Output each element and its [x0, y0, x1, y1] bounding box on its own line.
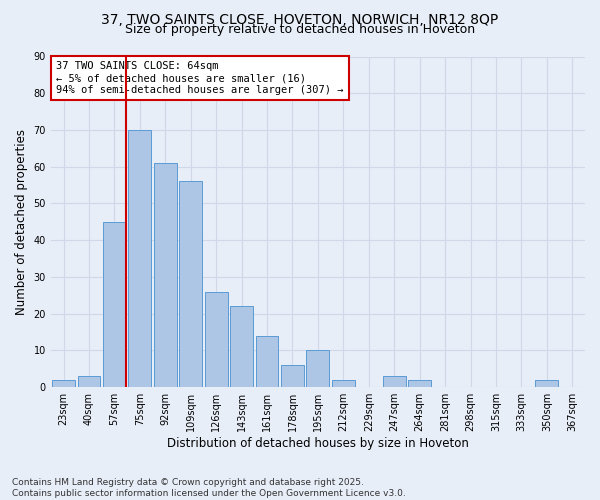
Text: Contains HM Land Registry data © Crown copyright and database right 2025.
Contai: Contains HM Land Registry data © Crown c…: [12, 478, 406, 498]
Bar: [154, 163, 177, 387]
Bar: [103, 222, 126, 387]
Bar: [535, 380, 558, 387]
Bar: [307, 350, 329, 387]
Bar: [408, 380, 431, 387]
Bar: [281, 365, 304, 387]
Y-axis label: Number of detached properties: Number of detached properties: [15, 129, 28, 315]
Bar: [230, 306, 253, 387]
Bar: [383, 376, 406, 387]
Bar: [256, 336, 278, 387]
Bar: [179, 182, 202, 387]
Text: 37, TWO SAINTS CLOSE, HOVETON, NORWICH, NR12 8QP: 37, TWO SAINTS CLOSE, HOVETON, NORWICH, …: [101, 12, 499, 26]
Bar: [77, 376, 100, 387]
Bar: [52, 380, 75, 387]
Text: 37 TWO SAINTS CLOSE: 64sqm
← 5% of detached houses are smaller (16)
94% of semi-: 37 TWO SAINTS CLOSE: 64sqm ← 5% of detac…: [56, 62, 344, 94]
Bar: [332, 380, 355, 387]
Text: Size of property relative to detached houses in Hoveton: Size of property relative to detached ho…: [125, 22, 475, 36]
Bar: [205, 292, 227, 387]
Bar: [128, 130, 151, 387]
X-axis label: Distribution of detached houses by size in Hoveton: Distribution of detached houses by size …: [167, 437, 469, 450]
